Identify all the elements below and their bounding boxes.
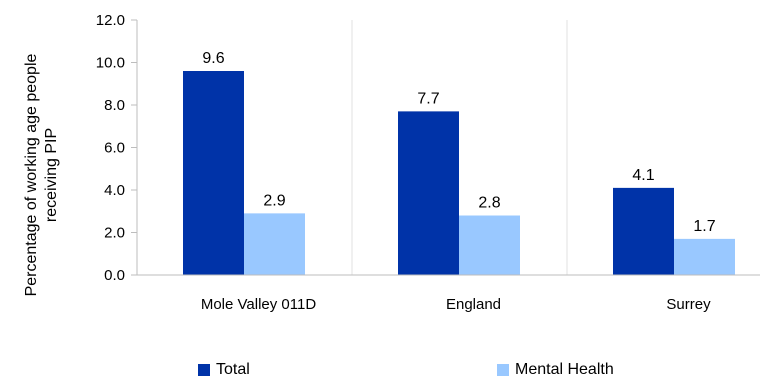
data-label: 7.7 xyxy=(417,90,439,107)
data-label: 2.9 xyxy=(263,192,285,209)
data-label: 4.1 xyxy=(632,167,654,184)
x-tick-label: Surrey xyxy=(666,296,711,313)
y-axis-label-line-2: receiving PIP xyxy=(43,128,60,222)
y-tick-label: 8.0 xyxy=(104,97,125,114)
legend-label-mental-health: Mental Health xyxy=(515,360,614,380)
legend-item-mental-health: Mental Health xyxy=(497,360,614,380)
legend-item-total: Total xyxy=(198,360,250,380)
data-label: 1.7 xyxy=(693,218,715,235)
y-tick-label: 10.0 xyxy=(96,55,125,72)
x-tick-label: England xyxy=(446,296,501,313)
bar-total xyxy=(183,71,244,275)
bar-total xyxy=(613,188,674,275)
y-tick-label: 4.0 xyxy=(104,182,125,199)
bar-mental-health xyxy=(674,239,735,275)
x-tick-label: Mole Valley 011D xyxy=(201,296,317,313)
y-tick-label: 0.0 xyxy=(104,267,125,284)
y-axis-label-line-1: Percentage of working age people xyxy=(23,53,40,296)
bar-mental-health xyxy=(244,213,305,275)
bar-mental-health xyxy=(459,216,520,276)
data-label: 9.6 xyxy=(202,50,224,67)
y-tick-label: 12.0 xyxy=(96,12,125,29)
chart-legend: Total Mental Health xyxy=(0,360,760,380)
legend-label-total: Total xyxy=(216,360,250,380)
y-tick-label: 6.0 xyxy=(104,140,125,157)
legend-swatch-total xyxy=(198,364,210,376)
bar-total xyxy=(398,111,459,275)
legend-swatch-mental-health xyxy=(497,364,509,376)
data-label: 2.8 xyxy=(478,195,500,212)
y-tick-label: 2.0 xyxy=(104,225,125,242)
